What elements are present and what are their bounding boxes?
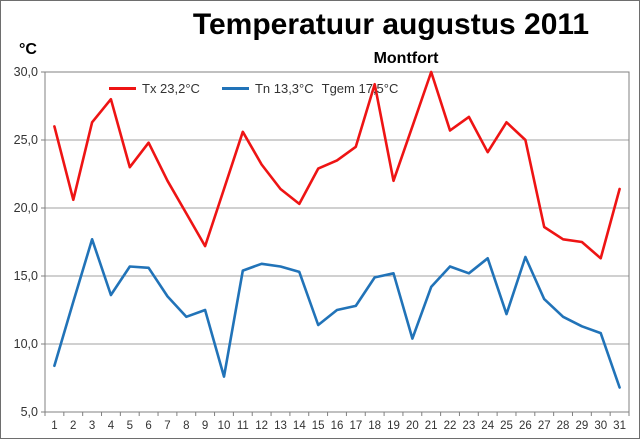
x-tick-label: 7 bbox=[164, 420, 170, 432]
y-axis-unit-label: °C bbox=[19, 41, 37, 58]
x-tick-label: 29 bbox=[576, 420, 589, 432]
plot-border bbox=[44, 71, 630, 413]
x-tick-label: 8 bbox=[183, 420, 189, 432]
legend-item-tn: Tn 13,3°C Tgem 17,5°C bbox=[221, 81, 399, 96]
x-tick-label: 24 bbox=[481, 420, 494, 432]
x-tick-label: 9 bbox=[202, 420, 208, 432]
x-tick-label: 30 bbox=[594, 420, 607, 432]
x-tick-label: 16 bbox=[331, 420, 344, 432]
legend-label-tgem: Tgem 17,5°C bbox=[321, 81, 399, 96]
x-tick-label: 5 bbox=[127, 420, 133, 432]
y-tick-label: 20,0 bbox=[14, 201, 38, 215]
x-tick-label: 6 bbox=[145, 420, 151, 432]
tn-series-line bbox=[53, 238, 621, 389]
x-tick-label: 23 bbox=[462, 420, 475, 432]
legend-item-tx: Tx 23,2°C bbox=[109, 81, 200, 96]
x-tick-label: 28 bbox=[557, 420, 570, 432]
x-tick-label: 25 bbox=[500, 420, 513, 432]
tx-line-swatch-icon bbox=[109, 87, 136, 90]
tn-line-swatch-icon bbox=[221, 87, 249, 90]
y-tick-label: 15,0 bbox=[14, 269, 38, 283]
legend-label-tn: Tn 13,3°C bbox=[254, 81, 314, 96]
x-tick-label: 27 bbox=[538, 420, 551, 432]
x-tick-label: 13 bbox=[274, 420, 287, 432]
x-tick-label: 11 bbox=[237, 420, 249, 432]
x-tick-label: 4 bbox=[108, 420, 115, 432]
x-tick-label: 20 bbox=[406, 420, 419, 432]
x-tick-label: 3 bbox=[89, 420, 95, 432]
x-tick-label: 26 bbox=[519, 420, 532, 432]
x-tick-label: 18 bbox=[368, 420, 381, 432]
chart-legend: Tx 23,2°C Tn 13,3°C Tgem 17,5°C bbox=[109, 81, 398, 96]
x-tick-label: 22 bbox=[444, 420, 457, 432]
x-tick-label: 15 bbox=[312, 420, 325, 432]
x-tick-label: 14 bbox=[293, 420, 306, 432]
x-tick-label: 19 bbox=[387, 420, 400, 432]
x-tick-label: 21 bbox=[425, 420, 438, 432]
x-tick-label: 31 bbox=[613, 420, 626, 432]
x-tick-label: 10 bbox=[218, 420, 231, 432]
legend-label-tx: Tx 23,2°C bbox=[142, 81, 200, 96]
tx-series-line bbox=[53, 70, 621, 260]
y-tick-label: 25,0 bbox=[14, 133, 38, 147]
x-tick-label: 1 bbox=[51, 420, 57, 432]
x-tick-label: 12 bbox=[255, 420, 268, 432]
x-tick-label: 17 bbox=[349, 420, 362, 432]
y-tick-label: 10,0 bbox=[14, 337, 38, 351]
x-tick-label: 2 bbox=[70, 420, 76, 432]
y-tick-label: 5,0 bbox=[21, 405, 38, 419]
chart-title: Temperatuur augustus 2011 bbox=[192, 8, 590, 41]
y-tick-label: 30,0 bbox=[14, 65, 38, 79]
chart-subtitle: Montfort bbox=[373, 50, 439, 67]
